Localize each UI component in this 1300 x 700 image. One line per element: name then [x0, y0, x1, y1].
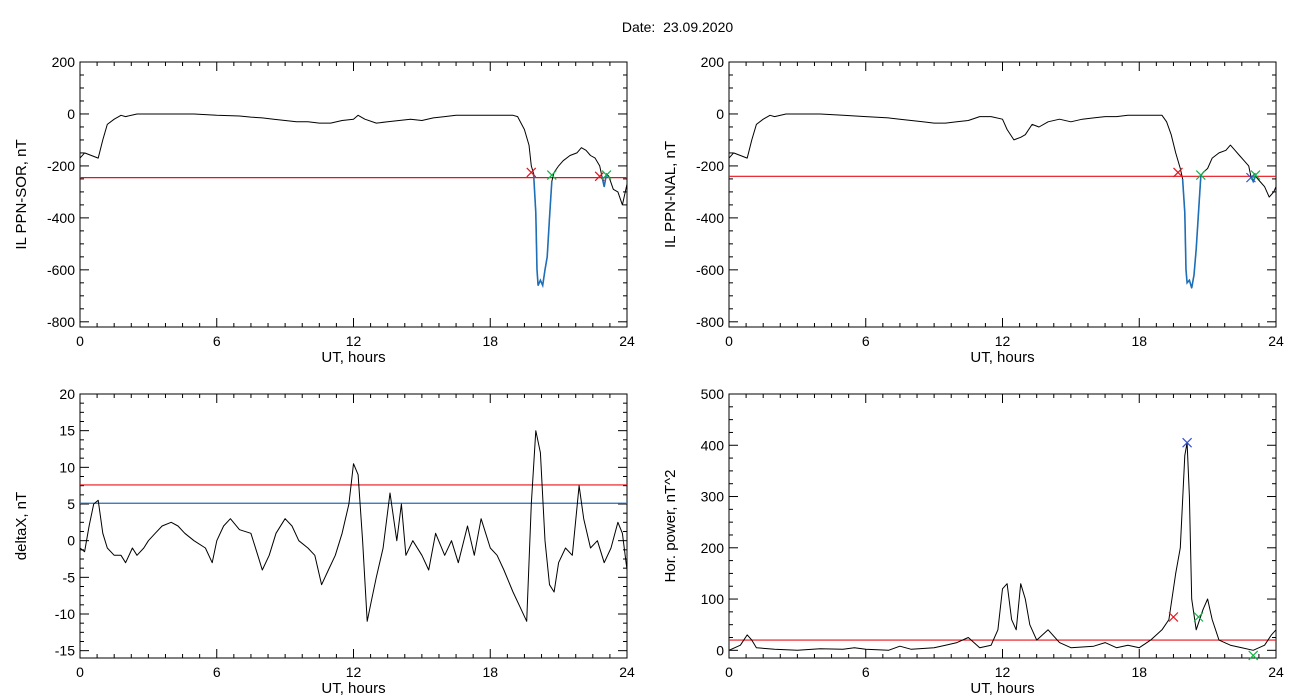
marker-green — [601, 170, 612, 180]
chart-il-ppn-sor: 0 6 12 18 24 -800 -600 -400 -200 0 200 UT, hours IL … — [13, 54, 635, 366]
x-tick-label: 12 — [995, 664, 1011, 680]
chart-il-ppn-nal: 0 6 12 18 24 -800 -600 -400 -200 0 200 UT, hours IL … — [662, 54, 1284, 366]
x-tick-label: 6 — [862, 664, 870, 680]
plot-frame — [79, 61, 628, 328]
y-tick-label: 15 — [59, 423, 75, 439]
highlight-segment — [532, 173, 553, 289]
x-tick-label: 0 — [725, 664, 733, 680]
x-tick-label: 18 — [482, 333, 498, 349]
y-tick-label: 0 — [67, 106, 75, 122]
series-line — [729, 442, 1276, 651]
x-tick-label: 6 — [213, 664, 221, 680]
chart-deltax: 0 6 12 18 24 -15 -10 -5 0 5 10 15 20 UT, hours deltaX,… — [13, 386, 635, 697]
x-tick-label: 6 — [213, 333, 221, 349]
x-tick-label: 24 — [1268, 664, 1284, 680]
y-tick-label: -600 — [47, 262, 75, 278]
y-tick-label: 10 — [59, 459, 75, 475]
y-axis-label: deltaX, nT — [13, 492, 30, 560]
y-axis-label: IL PPN-NAL, nT — [662, 141, 679, 248]
x-tick-label: 12 — [995, 333, 1011, 349]
x-tick-label: 18 — [1131, 664, 1147, 680]
y-tick-label: 200 — [52, 54, 76, 70]
y-tick-label: -5 — [63, 569, 76, 585]
marker-red — [1173, 167, 1183, 178]
x-tick-label: 18 — [1131, 333, 1147, 349]
y-tick-label: -200 — [696, 158, 724, 174]
marker-green — [1250, 170, 1261, 180]
y-tick-label: -800 — [47, 314, 75, 330]
y-tick-label: 0 — [716, 106, 724, 122]
x-tick-label: 0 — [725, 333, 733, 349]
marker-green — [1193, 612, 1204, 622]
y-tick-label: 200 — [701, 540, 725, 556]
x-tick-label: 24 — [1268, 333, 1284, 349]
highlight-segment — [1181, 176, 1202, 289]
marker-green — [1248, 650, 1259, 661]
x-tick-label: 0 — [76, 333, 84, 349]
series-line — [729, 113, 1276, 289]
marker-green — [546, 170, 557, 180]
y-tick-label: 200 — [701, 54, 725, 70]
plot-frame — [728, 61, 1277, 328]
y-tick-label: 500 — [701, 386, 725, 402]
y-tick-label: 400 — [701, 437, 725, 453]
y-tick-label: -15 — [55, 643, 75, 659]
x-axis-label: UT, hours — [321, 680, 385, 697]
x-axis-label: UT, hours — [970, 349, 1034, 366]
y-tick-label: -10 — [55, 606, 75, 622]
chart-hor-power: 0 6 12 18 24 0 100 200 300 400 500 UT, hours Hor. po… — [662, 386, 1284, 697]
y-axis-label: Hor. power, nT^2 — [662, 470, 679, 583]
y-tick-label: -400 — [47, 210, 75, 226]
y-tick-label: -800 — [696, 314, 724, 330]
y-tick-label: -200 — [47, 158, 75, 174]
y-tick-label: 20 — [59, 386, 75, 402]
y-tick-label: -400 — [696, 210, 724, 226]
y-tick-label: 100 — [701, 591, 725, 607]
x-tick-label: 24 — [619, 664, 635, 680]
series-line — [80, 113, 627, 286]
page-title: Date: 23.09.2020 — [621, 19, 734, 35]
y-axis-label: IL PPN-SOR, nT — [13, 139, 30, 249]
y-tick-label: 300 — [701, 489, 725, 505]
x-tick-label: 12 — [346, 664, 362, 680]
y-tick-label: -600 — [696, 262, 724, 278]
x-axis-label: UT, hours — [321, 349, 385, 366]
x-tick-label: 12 — [346, 333, 362, 349]
y-tick-label: 5 — [67, 496, 75, 512]
x-tick-label: 18 — [482, 664, 498, 680]
y-tick-label: 0 — [716, 642, 724, 658]
plot-frame — [728, 393, 1277, 659]
marker-blue — [1182, 437, 1193, 448]
marker-red — [1168, 612, 1179, 622]
marker-blue — [1246, 172, 1256, 183]
marker-green — [1195, 170, 1206, 180]
marker-red — [526, 167, 537, 178]
x-axis-label: UT, hours — [970, 680, 1034, 697]
series-line — [80, 430, 627, 622]
x-tick-label: 0 — [76, 664, 84, 680]
y-tick-label: 0 — [67, 533, 75, 549]
x-tick-label: 24 — [619, 333, 635, 349]
x-tick-label: 6 — [862, 333, 870, 349]
